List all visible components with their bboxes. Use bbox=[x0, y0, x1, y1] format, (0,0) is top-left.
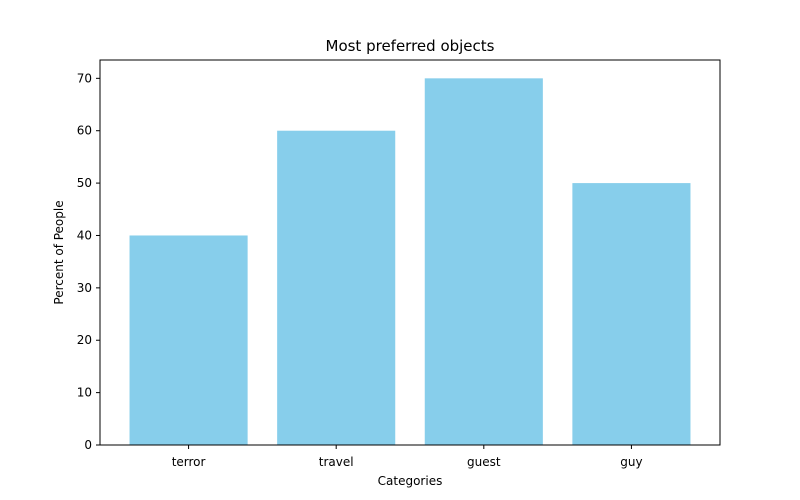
y-axis-ticks: 0 10 20 30 40 50 60 70 bbox=[77, 71, 100, 452]
x-tick-label: travel bbox=[319, 455, 354, 469]
y-tick-label: 40 bbox=[77, 228, 92, 242]
y-tick-label: 30 bbox=[77, 281, 92, 295]
y-axis-label: Percent of People bbox=[52, 200, 66, 304]
x-tick-label: terror bbox=[172, 455, 206, 469]
y-tick-label: 10 bbox=[77, 386, 92, 400]
y-tick-label: 20 bbox=[77, 333, 92, 347]
y-tick-label: 0 bbox=[84, 438, 92, 452]
bar-guest bbox=[424, 78, 543, 445]
bars-layer bbox=[129, 78, 691, 445]
bar-terror bbox=[129, 235, 248, 445]
chart-title: Most preferred objects bbox=[326, 37, 495, 55]
bar-guy bbox=[572, 183, 691, 445]
plot-frame bbox=[99, 59, 721, 446]
x-tick-label: guy bbox=[620, 455, 642, 469]
y-tick-label: 60 bbox=[77, 124, 92, 138]
x-tick-label: guest bbox=[467, 455, 501, 469]
y-tick-label: 70 bbox=[77, 71, 92, 85]
y-tick-label: 50 bbox=[77, 176, 92, 190]
x-axis-label: Categories bbox=[378, 474, 443, 488]
bar-travel bbox=[277, 130, 396, 445]
x-axis-ticks: terror travel guest guy bbox=[172, 445, 643, 469]
